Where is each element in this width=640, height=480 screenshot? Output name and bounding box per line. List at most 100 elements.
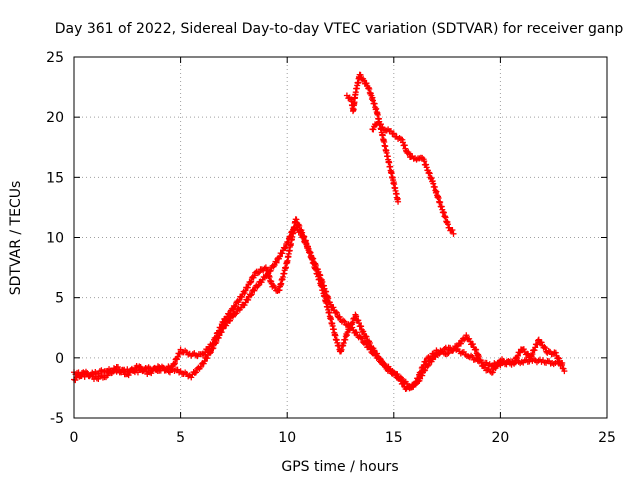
- data-point: [371, 347, 378, 354]
- y-tick-label: 25: [46, 50, 64, 66]
- data-point: [174, 353, 181, 360]
- data-point: [232, 311, 239, 318]
- data-point: [215, 327, 222, 334]
- x-tick-label: 15: [385, 430, 403, 446]
- grid: [74, 57, 607, 418]
- data-point: [407, 384, 414, 391]
- series-baseline-a: [71, 224, 566, 391]
- data-point: [449, 227, 456, 234]
- data-point: [247, 279, 254, 286]
- data-point: [416, 369, 423, 376]
- data-point: [210, 340, 217, 347]
- data-point: [355, 320, 362, 327]
- data-point: [256, 269, 263, 276]
- data-point: [340, 317, 347, 324]
- data-point: [300, 232, 307, 239]
- data-point: [561, 368, 568, 375]
- data-point: [77, 373, 84, 380]
- data-point: [248, 291, 255, 298]
- data-point: [160, 364, 167, 371]
- data-point: [169, 366, 176, 373]
- data-point: [422, 358, 429, 365]
- data-point: [475, 353, 482, 360]
- data-point: [538, 339, 545, 346]
- data-point: [213, 334, 220, 341]
- data-point: [444, 350, 451, 357]
- data-point: [142, 368, 149, 375]
- data-point: [377, 356, 384, 363]
- data-point: [299, 229, 306, 236]
- data-point: [378, 121, 385, 128]
- data-point: [493, 363, 500, 370]
- data-point: [254, 270, 261, 277]
- series-cluster-upper-a: [343, 71, 402, 205]
- data-point: [555, 354, 562, 361]
- data-point: [171, 360, 178, 367]
- data-point: [104, 372, 111, 379]
- data-point: [281, 245, 288, 252]
- x-tick-label: 25: [598, 430, 616, 446]
- data-point: [72, 377, 79, 384]
- data-point: [386, 366, 393, 373]
- data-point: [357, 71, 364, 78]
- data-point: [358, 323, 365, 330]
- data-point: [255, 282, 262, 289]
- data-point: [396, 375, 403, 382]
- data-point: [520, 346, 527, 353]
- data-point: [223, 316, 230, 323]
- data-point: [473, 346, 480, 353]
- data-point: [197, 363, 204, 370]
- data-point: [353, 313, 360, 320]
- data-point: [478, 359, 485, 366]
- data-point: [418, 368, 425, 375]
- data-point: [327, 301, 334, 308]
- data-point: [238, 304, 245, 311]
- series-cluster-upper-b: [369, 119, 457, 237]
- data-point: [349, 319, 356, 326]
- data-point: [542, 345, 549, 352]
- data-point: [555, 355, 562, 362]
- data-point: [227, 310, 234, 317]
- data-point: [223, 322, 230, 329]
- data-point: [273, 259, 280, 266]
- data-point: [220, 319, 227, 326]
- data-point: [395, 198, 402, 205]
- data-point: [511, 359, 518, 366]
- data-point: [205, 346, 212, 353]
- data-point: [150, 365, 157, 372]
- data-point: [333, 309, 340, 316]
- data-point: [552, 349, 559, 356]
- data-point: [382, 362, 389, 369]
- data-point: [218, 324, 225, 331]
- axis-ticks: 0 5 10 15 20 25 -5 0 5 10 15 20 25: [46, 50, 616, 446]
- data-point: [469, 341, 476, 348]
- y-tick-label: 5: [55, 291, 64, 307]
- data-point: [366, 340, 373, 347]
- x-tick-label: 5: [176, 430, 185, 446]
- data-point: [276, 253, 283, 260]
- data-point: [357, 334, 364, 341]
- plot-frame: [73, 56, 608, 419]
- data-point: [457, 340, 464, 347]
- data-point: [108, 370, 115, 377]
- data-point: [330, 304, 337, 311]
- x-axis-label: GPS time / hours: [281, 459, 398, 475]
- data-point: [86, 372, 93, 379]
- data-point: [428, 353, 435, 360]
- data-point: [387, 367, 394, 374]
- y-tick-label: 20: [46, 110, 64, 126]
- y-tick-label: 0: [55, 351, 64, 367]
- data-point: [231, 303, 238, 310]
- data-point: [204, 355, 211, 362]
- data-point: [400, 380, 407, 387]
- data-point: [333, 309, 340, 316]
- data-point: [232, 302, 239, 309]
- data-point: [158, 363, 165, 370]
- data-point: [374, 350, 381, 357]
- data-point: [293, 216, 300, 223]
- x-tick-label: 10: [278, 430, 296, 446]
- data-point: [206, 350, 213, 357]
- data-point: [247, 292, 254, 299]
- data-point: [529, 351, 536, 358]
